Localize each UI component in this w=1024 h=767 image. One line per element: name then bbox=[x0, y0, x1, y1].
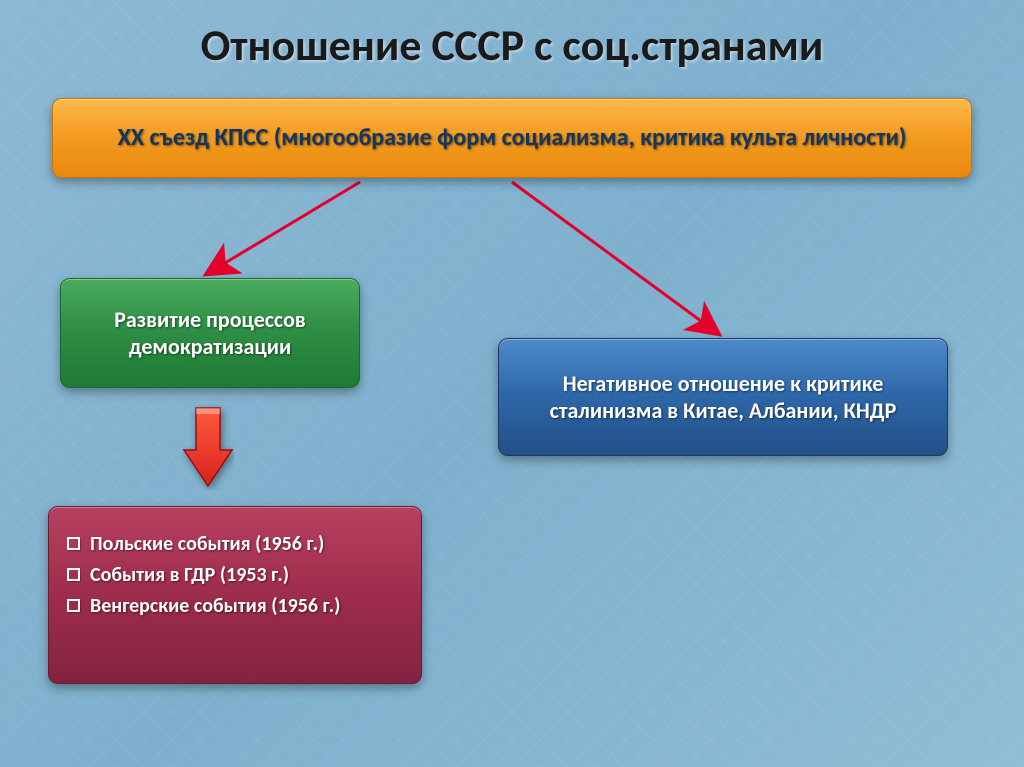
hollow-square-icon bbox=[67, 537, 80, 550]
list-item: Венгерские события (1956 г.) bbox=[67, 591, 403, 622]
left-box: Развитие процессов демократизации bbox=[60, 278, 360, 388]
top-box: XX съезд КПСС (многообразие форм социали… bbox=[52, 98, 972, 178]
right-box: Негативное отношение к критике сталинизм… bbox=[498, 338, 948, 456]
list-item-text: События в ГДР (1953 г.) bbox=[90, 560, 289, 591]
list-item-text: Венгерские события (1956 г.) bbox=[90, 591, 340, 622]
left-box-text: Развитие процессов демократизации bbox=[79, 306, 341, 361]
list-item: Польские события (1956 г.) bbox=[67, 529, 403, 560]
hollow-square-icon bbox=[67, 599, 80, 612]
slide-title: Отношение СССР с соц.странами bbox=[0, 18, 1024, 72]
list-item-text: Польские события (1956 г.) bbox=[90, 529, 324, 560]
hollow-square-icon bbox=[67, 568, 80, 581]
top-box-text: XX съезд КПСС (многообразие форм социали… bbox=[118, 124, 907, 153]
events-box: Польские события (1956 г.) События в ГДР… bbox=[48, 506, 422, 684]
right-box-text: Негативное отношение к критике сталинизм… bbox=[517, 370, 929, 425]
block-arrow-down-icon bbox=[182, 404, 234, 490]
list-item: События в ГДР (1953 г.) bbox=[67, 560, 403, 591]
